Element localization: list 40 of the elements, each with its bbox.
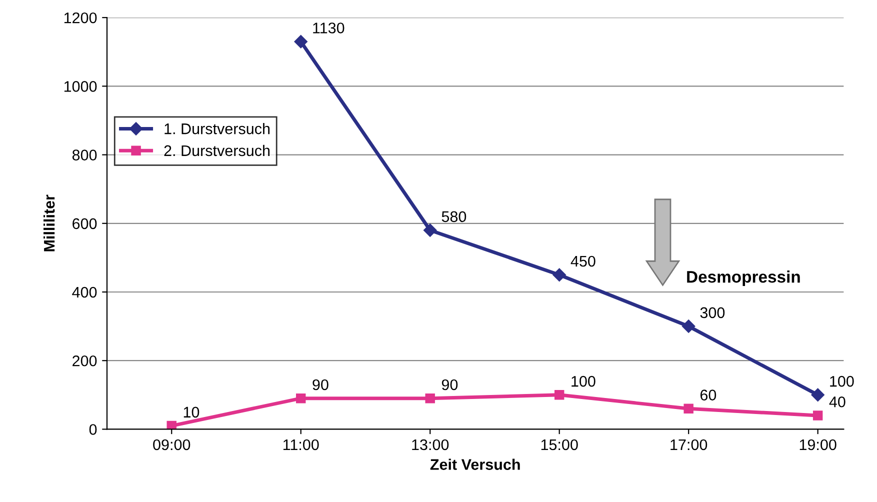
data-label: 60 — [700, 390, 716, 400]
point — [682, 320, 696, 333]
point — [425, 393, 435, 404]
data-label: 100 — [572, 376, 596, 387]
point — [294, 34, 308, 48]
x-tick-label: 17:00 — [670, 439, 708, 450]
point — [424, 224, 437, 237]
legend-label: 2. Durstversuch — [164, 144, 270, 156]
data-label: 90 — [312, 379, 328, 390]
x-tick-label: 09:00 — [153, 439, 190, 450]
point — [296, 393, 306, 404]
point — [552, 268, 566, 282]
point — [554, 390, 564, 400]
data-label: 90 — [442, 379, 458, 390]
data-label: 450 — [570, 256, 596, 267]
y-tick-label: 400 — [72, 286, 97, 298]
y-tick-label: 600 — [72, 218, 97, 230]
y-tick-label: 1200 — [64, 12, 97, 24]
annotation: Desmopressin — [687, 270, 800, 286]
x-tick-label: 15:00 — [541, 439, 578, 450]
data-label: 10 — [184, 406, 200, 418]
data-label: 300 — [700, 307, 725, 318]
data-label: 40 — [829, 396, 846, 408]
y-axis-title: Milliliter — [43, 194, 55, 252]
y-tick-label: 1000 — [64, 81, 97, 92]
y-tick-label: 0 — [89, 424, 97, 435]
data-label: 100 — [830, 376, 854, 387]
point — [684, 404, 694, 414]
y-tick-label: 800 — [72, 150, 97, 160]
data-label: 580 — [442, 211, 466, 222]
point — [811, 388, 824, 402]
x-tick-label: 11:00 — [283, 439, 319, 450]
x-tick-label: 19:00 — [800, 439, 836, 450]
point — [812, 410, 823, 420]
y-tick-label: 200 — [72, 355, 97, 366]
legend-label: 1. Durstversuch — [164, 123, 270, 134]
point — [166, 420, 176, 430]
x-axis-title: Zeit Versuch — [430, 458, 520, 470]
x-tick-label: 13:00 — [412, 439, 449, 450]
data-label: 1130 — [313, 22, 344, 34]
